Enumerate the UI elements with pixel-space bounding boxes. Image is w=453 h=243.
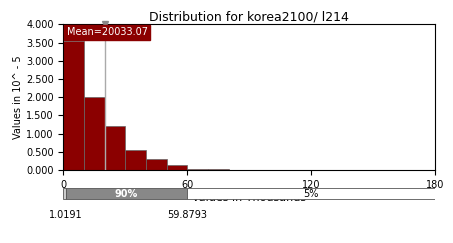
Bar: [167, 165, 187, 170]
Bar: [63, 188, 66, 200]
Text: 1.0191: 1.0191: [49, 210, 82, 220]
X-axis label: Values in Thousands: Values in Thousands: [192, 193, 306, 203]
Bar: [105, 126, 125, 170]
Bar: [187, 169, 208, 170]
Title: Distribution for korea2100/ l214: Distribution for korea2100/ l214: [149, 10, 349, 23]
Bar: [66, 188, 187, 200]
Text: Mean=20033.07: Mean=20033.07: [67, 27, 148, 37]
Bar: [125, 150, 146, 170]
Text: 59.8793: 59.8793: [167, 210, 207, 220]
Bar: [63, 41, 84, 170]
Text: 90%: 90%: [115, 189, 138, 199]
Bar: [146, 159, 167, 170]
Bar: [84, 97, 105, 170]
Y-axis label: Values in 10^ - 5: Values in 10^ - 5: [13, 55, 23, 139]
Bar: [187, 188, 435, 200]
Text: 5%: 5%: [303, 189, 318, 199]
Bar: [208, 169, 228, 170]
